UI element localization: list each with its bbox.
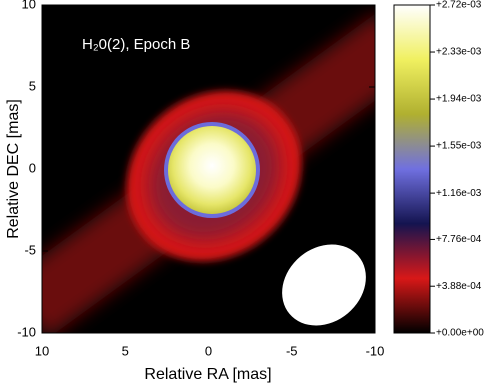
- x-tick-label: 10: [35, 343, 49, 358]
- x-tick-label: 5: [122, 343, 129, 358]
- x-tick-label: -10: [366, 343, 385, 358]
- colorbar-tick-label: +7.76e-04: [436, 234, 482, 245]
- annotation: H₂0(2), Epoch B: [82, 36, 190, 53]
- colorbar-tick-label: +0.00e+00: [436, 328, 484, 339]
- x-axis-label: Relative RA [mas]: [144, 366, 271, 383]
- image: [42, 5, 375, 333]
- y-axis-label: Relative DEC [mas]: [5, 99, 22, 239]
- x-tick-label: 0: [205, 343, 212, 358]
- colorbar-tick-label: +2.72e-03: [436, 0, 482, 11]
- y-tick-label: 10: [22, 0, 36, 11]
- y-tick-label: -10: [17, 324, 36, 339]
- colorbar-tick-label: +2.33e-03: [436, 47, 482, 58]
- x-tick-label: -5: [286, 343, 298, 358]
- colorbar-tick-label: +1.55e-03: [436, 141, 482, 152]
- colorbar-tick-label: +1.16e-03: [436, 188, 482, 199]
- colorbar: [393, 4, 431, 334]
- y-tick-label: 0: [29, 160, 36, 175]
- colorbar-tick-label: +1.94e-03: [436, 94, 482, 105]
- y-tick-label: -5: [24, 242, 36, 257]
- colorbar-tick-label: +3.88e-04: [436, 281, 482, 292]
- y-tick-label: 5: [29, 78, 36, 93]
